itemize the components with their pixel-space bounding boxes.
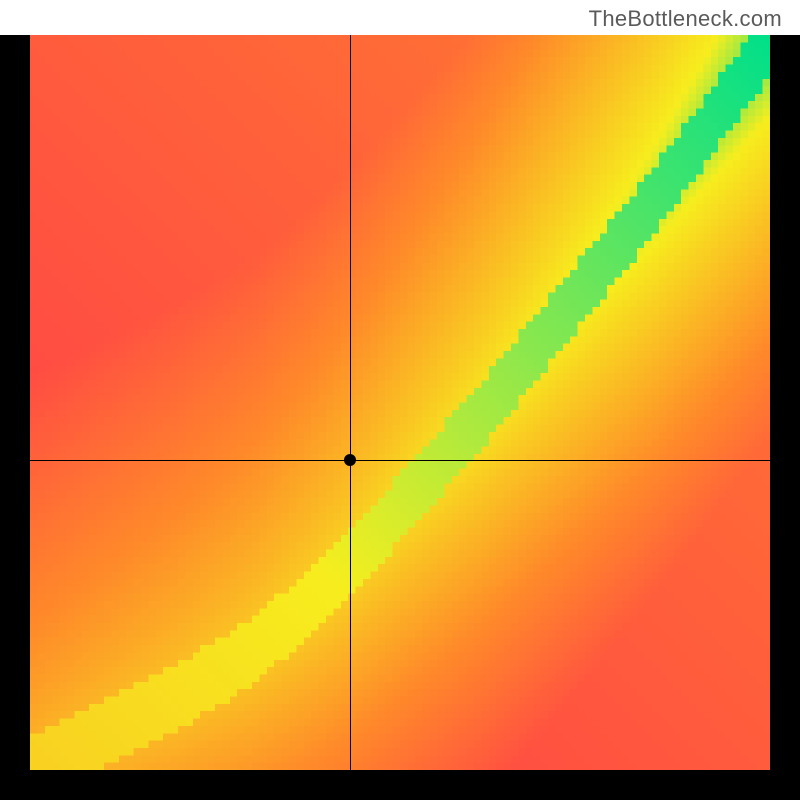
heatmap-canvas: [30, 35, 770, 770]
selected-point-marker: [344, 454, 356, 466]
attribution-text: TheBottleneck.com: [589, 6, 782, 32]
bottleneck-heatmap: [30, 35, 770, 770]
figure: { "attribution": { "text": "TheBottlenec…: [0, 0, 800, 800]
plot-border: [0, 35, 800, 800]
crosshair-vertical: [350, 35, 351, 770]
crosshair-horizontal: [30, 460, 770, 461]
